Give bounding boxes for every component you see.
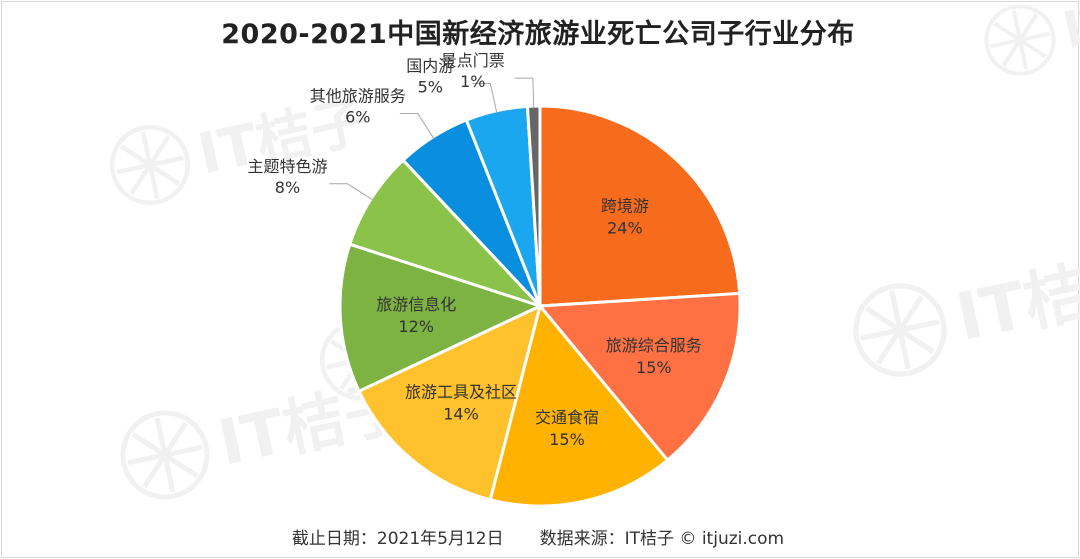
slice-value-7: 6% [345,108,370,127]
slice-3 [488,304,669,508]
leader-line-6 [329,183,374,201]
footer-date: 截止日期：2021年5月12日 [291,529,504,549]
leader-lines [329,77,535,201]
slice-value-3: 15% [549,430,585,449]
slice-label-1: 跨境游 [601,197,649,216]
slice-label-2: 旅游综合服务 [606,336,702,355]
slice-value-4: 14% [443,405,479,424]
slice-value-9: 1% [460,72,485,91]
slice-label-4: 旅游工具及社区 [405,383,517,402]
slice-1 [538,104,742,308]
chart-title: 2020-2021中国新经济旅游业死亡公司子行业分布 [221,19,855,50]
slice-value-2: 15% [636,358,672,377]
leader-line-9 [514,77,535,109]
slice-4 [357,304,542,502]
slice-value-8: 5% [418,78,443,97]
leader-line-7 [399,113,435,140]
slice-label-7: 其他旅游服务 [310,87,406,106]
slice-value-1: 24% [607,219,643,238]
slice-labels: 跨境游 24% 旅游综合服务 15% 交通食宿 15% 旅游工具及社区 14% 旅游信息化 12%… [247,51,701,449]
slice-label-6: 主题特色游 [247,157,327,176]
slice-label-9: 景点门票 [441,51,505,70]
leader-line-8 [472,83,498,113]
slice-label-8: 国内游 [406,57,454,76]
footer: 截止日期：2021年5月12日 数据来源：IT桔子 © itjuzi.com [0,524,1076,549]
slice-value-5: 12% [398,317,434,336]
pie-slices [338,104,742,508]
slice-label-5: 旅游信息化 [376,295,456,314]
slice-5 [338,242,542,393]
slice-value-6: 8% [275,178,300,197]
slice-2 [538,291,742,462]
footer-source: 数据来源：IT桔子 © itjuzi.com [539,529,785,549]
slice-label-3: 交通食宿 [535,408,599,427]
watermark-3: IT桔子 [853,241,1080,377]
svg-text:IT桔子: IT桔子 [950,241,1080,356]
